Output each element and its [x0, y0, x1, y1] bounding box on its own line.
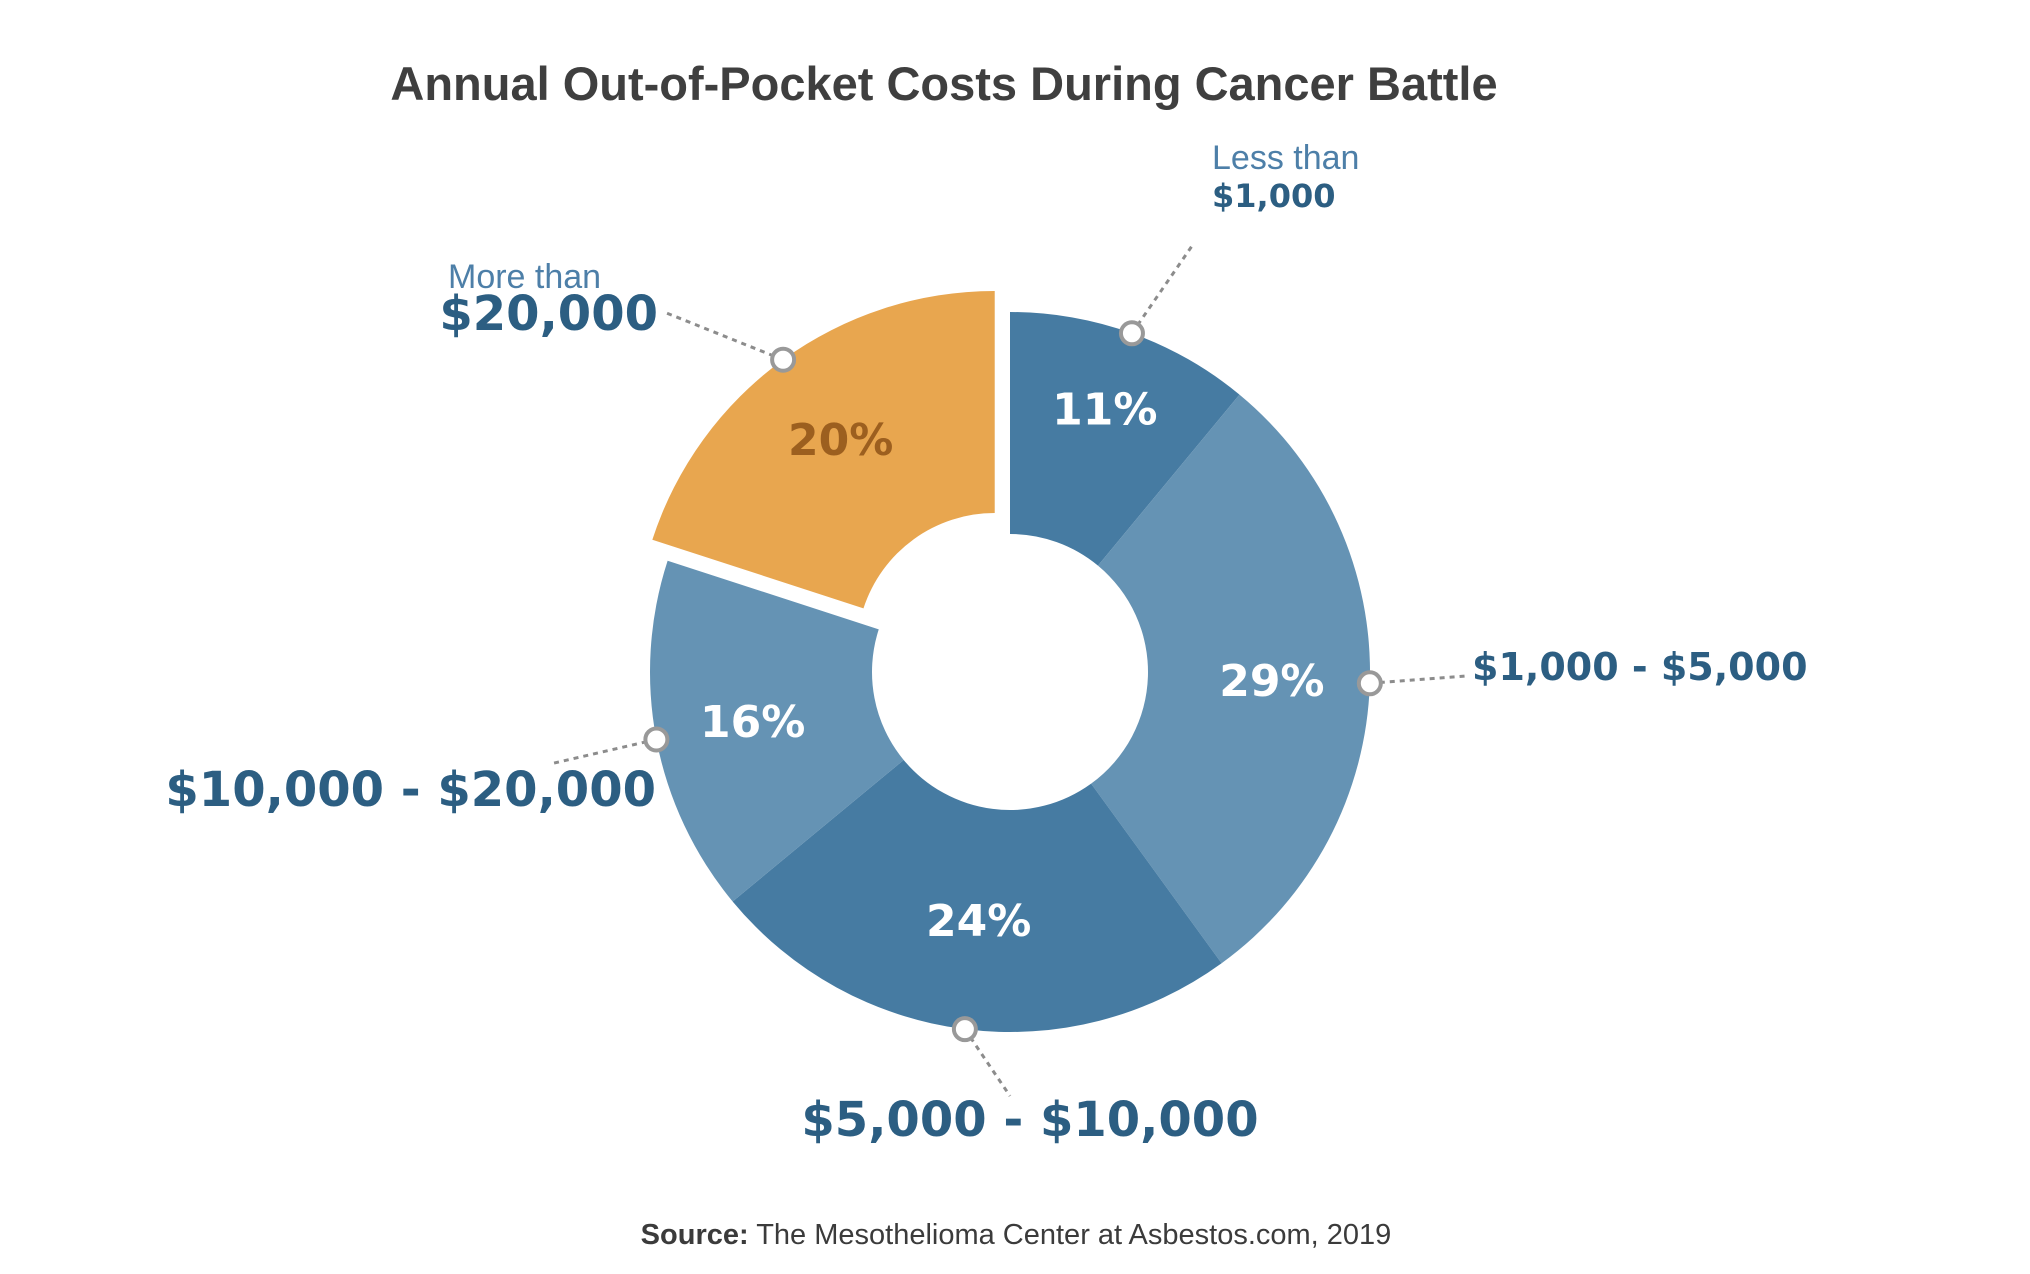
- category-label-less-than-1000: $1,000: [1212, 177, 1335, 215]
- leader-marker-less-than-1000: [1118, 320, 1145, 347]
- slice-5000-10000[interactable]: [732, 759, 1222, 1032]
- value-label-less-than-1000: 11%: [1052, 385, 1157, 436]
- slice-10000-20000[interactable]: [649, 560, 904, 902]
- source-text: The Mesothelioma Center at Asbestos.com,…: [749, 1219, 1392, 1251]
- labels-layer: 11% Less than$1,000 29% $1,000 - $5,000 24% $…: [165, 139, 1807, 1148]
- leader-marker-1000-5000: [1356, 670, 1383, 697]
- value-label-more-than-20000: 20%: [788, 415, 893, 466]
- leader-line-5000-10000: [963, 1028, 1012, 1097]
- value-label-5000-10000: 24%: [926, 896, 1031, 947]
- chart-title: Annual Out-of-Pocket Costs During Cancer…: [390, 57, 1497, 110]
- leader-line-1000-5000: [1369, 674, 1467, 685]
- category-label-5000-10000: $5,000 - $10,000: [801, 1092, 1258, 1148]
- slices-layer: [649, 290, 1370, 1032]
- category-prefix-less-than-1000: Less than: [1212, 139, 1359, 177]
- category-label-10000-20000: $10,000 - $20,000: [165, 762, 656, 818]
- slice-less-than-1000[interactable]: [1010, 312, 1240, 566]
- leaders-layer: [549, 242, 1467, 1097]
- value-label-1000-5000: 29%: [1219, 656, 1324, 707]
- leader-line-less-than-1000: [1130, 242, 1196, 335]
- category-label-more-than-20000: $20,000: [439, 286, 658, 342]
- source-note: Source: The Mesothelioma Center at Asbes…: [641, 1219, 1392, 1251]
- slice-more-than-20000[interactable]: [652, 290, 995, 609]
- leader-marker-5000-10000: [951, 1016, 978, 1043]
- leader-line-more-than-20000: [663, 310, 784, 362]
- source-label: Source:: [641, 1219, 749, 1251]
- leader-marker-10000-20000: [643, 726, 670, 753]
- category-label-1000-5000: $1,000 - $5,000: [1472, 645, 1808, 689]
- slice-1000-5000[interactable]: [1091, 394, 1370, 964]
- value-label-10000-20000: 16%: [700, 697, 805, 748]
- category-prefix-more-than-20000: More than: [448, 258, 601, 296]
- leader-line-10000-20000: [549, 737, 657, 766]
- leader-marker-more-than-20000: [770, 346, 797, 373]
